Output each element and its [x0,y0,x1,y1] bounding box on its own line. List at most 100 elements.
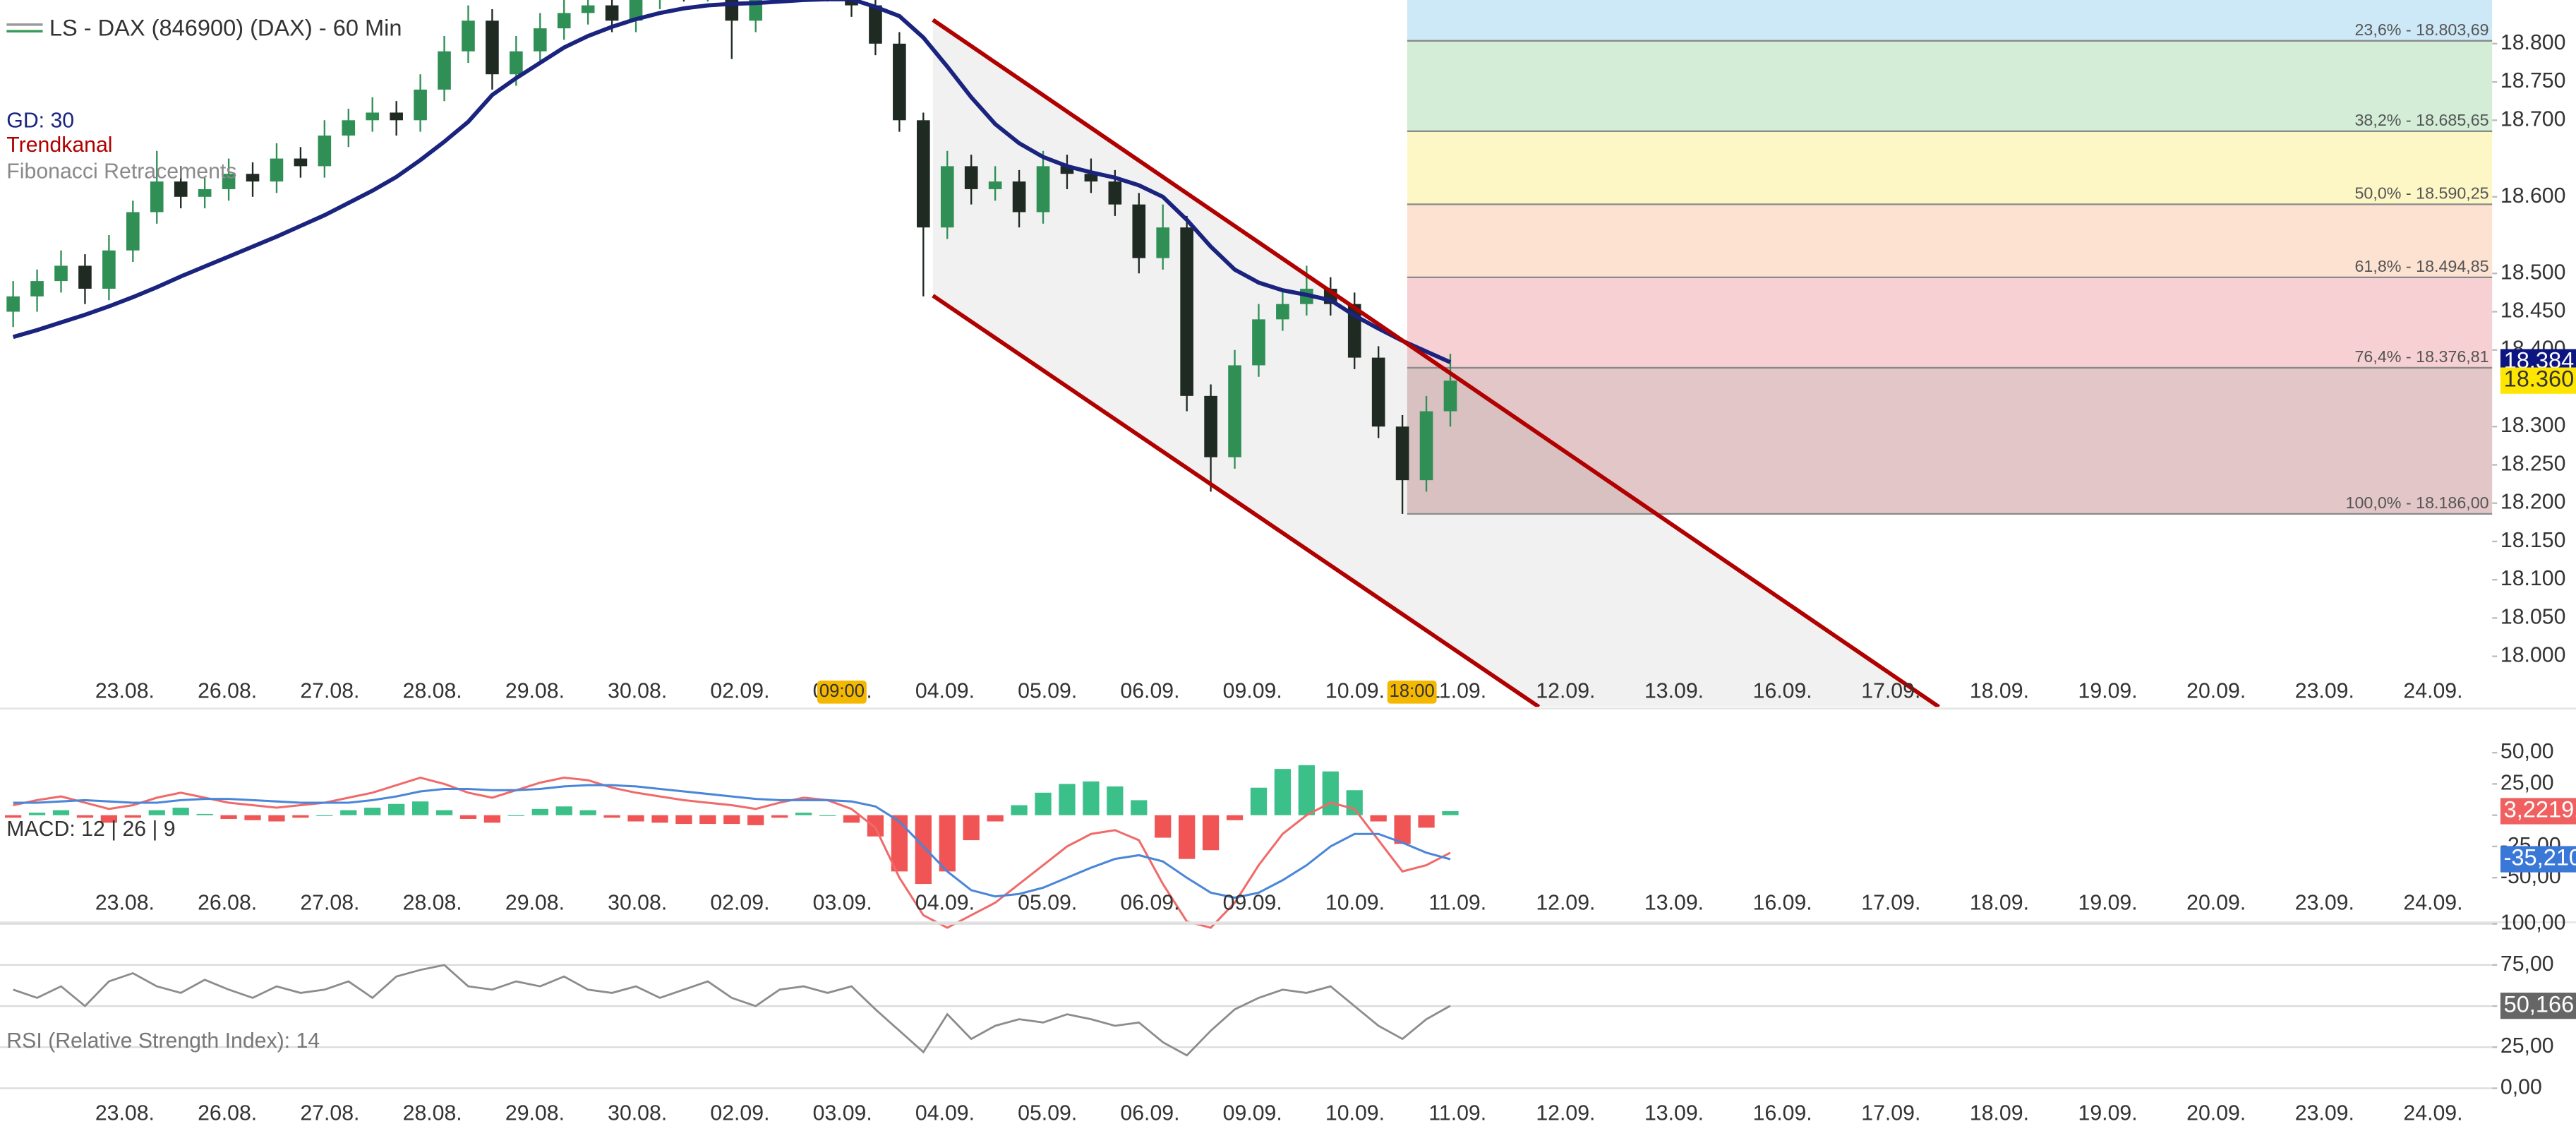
histogram-bar [340,810,357,815]
legend-entry: GD: 30 [6,109,74,132]
histogram-bar [531,808,548,815]
candle-body [246,174,260,182]
candle-body [1204,395,1217,457]
histogram-bar [1059,784,1076,815]
fib-label: 38,2% - 18.685,65 [2354,111,2488,129]
y-tick-label: 100,00 [2500,911,2566,935]
histogram-bar [196,813,213,815]
x-tick-label: 09.09. [1223,679,1282,702]
y-tick-label: 0,00 [2500,1075,2542,1099]
x-tick-label: 23.08. [95,679,155,702]
x-tick-label: 16.09. [1753,679,1812,702]
candle-body [294,158,308,167]
histogram-bar [579,810,596,815]
time-marker-label: 09:00 [819,681,865,701]
histogram-bar [675,815,692,825]
x-tick-label: 19.09. [2078,892,2138,915]
candle-body [1252,319,1265,366]
fib-zone [1407,204,2493,277]
x-tick-label: 24.09. [2403,892,2462,915]
x-tick-label: 10.09. [1325,892,1385,915]
candle-body [1108,181,1122,205]
histogram-bar [364,808,381,815]
fib-label: 76,4% - 18.376,81 [2354,347,2488,366]
y-tick-label: 75,00 [2500,952,2554,976]
axes: 18.80018.75018.70018.60018.50018.45018.4… [0,31,2576,1125]
candle-body [869,5,882,44]
x-tick-label: 17.09. [1861,1102,1920,1125]
rsi-line [13,964,1451,1057]
x-tick-label: 27.08. [300,679,359,702]
y-tick-label: 18.050 [2500,605,2566,628]
candle-body [940,166,954,228]
x-tick-label: 04.09. [915,892,975,915]
x-tick-label: 05.09. [1018,892,1077,915]
fib-zone [1407,0,2493,41]
value-box-label: -35,210 [2504,844,2576,870]
histogram-bar [1131,800,1148,815]
x-tick-label: 18.09. [1970,1102,2029,1125]
x-tick-label: 05.09. [1018,1102,1077,1125]
x-tick-label: 09.09. [1223,892,1282,915]
histogram-bar [1083,781,1100,815]
x-tick-label: 17.09. [1861,679,1920,702]
x-tick-label: 26.08. [198,1102,257,1125]
candle-body [390,112,403,121]
candle-body [510,51,523,75]
candle-body [893,43,906,121]
histogram-bar [1250,787,1268,815]
y-tick-label: 25,00 [2500,1034,2554,1058]
value-box-label: 50,166 [2504,991,2575,1017]
histogram-bar [747,815,764,825]
histogram-bar [52,810,70,815]
candle-body [1180,227,1193,396]
x-tick-label: 28.08. [403,679,462,702]
y-tick-label: 18.450 [2500,299,2566,323]
candle-body [174,181,188,197]
histogram-bar [1202,815,1220,851]
histogram-bar [795,813,812,815]
value-box [2500,993,2576,1019]
histogram-bar [1442,810,1459,815]
panel-label: RSI (Relative Strength Index): 14 [6,1029,320,1053]
candle-body [605,5,619,21]
value-box-label: 3,22191 [2504,796,2576,822]
candle-body [270,158,284,182]
fib-zone [1407,367,2493,514]
x-tick-label: 26.08. [198,679,257,702]
candle-body [78,265,92,289]
x-tick-label: 23.08. [95,892,155,915]
panel-label: MACD: 12 | 26 | 9 [6,818,175,841]
candle-body [342,120,356,136]
x-tick-label: 27.08. [300,1102,359,1125]
time-marker [817,680,867,704]
x-tick-label: 11.09. [1428,1102,1486,1125]
candle-body [462,20,475,52]
histogram-bar [1346,790,1363,815]
x-tick-label: 11.09. [1428,679,1486,702]
x-tick-label: 18.09. [1970,679,2029,702]
candle-body [964,166,978,189]
histogram-bar [28,813,46,815]
histogram-bar [1035,792,1052,815]
channel-line [932,18,1940,707]
x-tick-label: 13.09. [1644,1102,1704,1125]
candle-body [988,181,1002,189]
y-tick-label: 18.500 [2500,261,2566,284]
candle-body [30,281,44,297]
x-tick-label: 27.08. [300,892,359,915]
x-tick-label: 29.08. [505,892,565,915]
histogram-bar [124,815,141,818]
y-tick-label: 18.100 [2500,567,2566,590]
fib-zone [1407,131,2493,205]
x-tick-label: 12.09. [1536,679,1595,702]
histogram-bar [459,815,477,819]
chart-title: LS - DAX (846900) (DAX) - 60 Min [49,15,402,41]
x-tick-label: 28.08. [403,892,462,915]
histogram-bar [1322,771,1339,815]
x-tick-label: 30.08. [608,892,667,915]
histogram-bar [771,815,788,818]
histogram-bar [220,815,237,819]
histogram-bar [987,815,1004,822]
